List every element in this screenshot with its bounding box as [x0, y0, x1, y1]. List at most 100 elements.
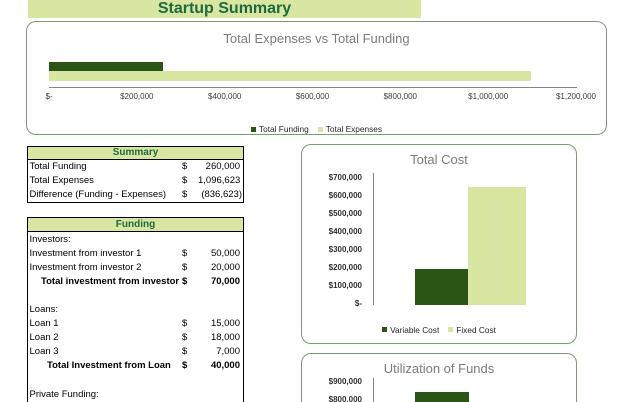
table-row[interactable]: Loan 1 $15,000: [28, 317, 243, 331]
bar-total-expenses: [49, 70, 531, 81]
x-axis-line: [49, 86, 577, 88]
bar-total-funding: [49, 62, 164, 71]
legend-swatch: [448, 327, 454, 333]
table-row-blank[interactable]: [28, 373, 243, 387]
table-header[interactable]: Funding: [28, 218, 243, 232]
row-value: 260,000: [205, 161, 240, 173]
y-axis-tick-label: $200,000: [328, 262, 362, 272]
row-currency: $: [182, 247, 188, 259]
row-currency: $: [182, 175, 188, 187]
row-label: Loan 1: [29, 318, 59, 330]
bar-fixed-cost: [468, 187, 526, 305]
row-currency: $: [182, 161, 188, 173]
y-axis-line: [373, 378, 374, 402]
row-value: 15,000: [210, 318, 240, 330]
table-row[interactable]: Investors:: [28, 232, 243, 246]
table-header[interactable]: Summary: [28, 147, 243, 160]
row-currency: $: [182, 189, 188, 201]
chart-legend: Variable Cost Fixed Cost: [302, 324, 576, 335]
legend-swatch: [317, 126, 323, 132]
legend-swatch: [250, 126, 256, 132]
row-label: Total Expenses: [29, 175, 94, 187]
page-title-text: Startup Summary: [157, 0, 292, 17]
chart-title: Total Expenses vs Total Funding: [223, 30, 410, 46]
table-header-text: Funding: [115, 219, 156, 230]
table-row-blank[interactable]: [28, 288, 243, 302]
table-row[interactable]: Investment from investor 2 $20,000: [28, 260, 243, 274]
row-value: 50,000: [210, 247, 240, 259]
x-axis-tick-label: $1,200,000: [555, 91, 597, 101]
row-currency: $: [182, 346, 188, 358]
chart-total-cost[interactable]: Total Cost Variable Cost Fixed Cost $700,…: [301, 144, 577, 344]
x-axis-tick-label: $800,000: [383, 91, 417, 101]
chart-total-expenses-vs-funding[interactable]: Total Expenses vs Total Funding $- $200,0…: [26, 21, 607, 135]
row-value: 1,096,623: [198, 175, 241, 187]
row-value: 70,000: [210, 275, 240, 287]
chart-legend: Total Funding Total Expenses: [27, 125, 606, 133]
row-currency: $: [182, 275, 188, 287]
chart-title: Total Cost: [410, 151, 468, 167]
x-axis-tick-label: $1,000,000: [468, 91, 509, 101]
table-row[interactable]: Investment from investor 1 $50,000: [28, 246, 243, 260]
table-row[interactable]: Total investment from investor $70,000: [28, 274, 243, 288]
row-value: 40,000: [210, 360, 240, 372]
x-axis-tick-label: $200,000: [120, 91, 154, 101]
row-label: Loan 3: [29, 346, 59, 358]
legend-label: Total Funding: [258, 124, 309, 134]
table-row[interactable]: Private Funding:: [28, 387, 243, 401]
legend-label: Total Expenses: [325, 124, 383, 134]
y-axis-tick-label: $500,000: [328, 208, 362, 218]
row-currency: $: [182, 318, 188, 330]
plot-area: $900,000 $800,000: [302, 354, 576, 402]
row-currency: $: [182, 261, 188, 273]
legend-swatch: [382, 327, 388, 333]
row-value: 7,000: [216, 346, 240, 358]
plot-area: [49, 62, 576, 108]
plot-area: $700,000 $600,000 $500,000 $400,000 $300,000…: [302, 145, 576, 343]
x-axis-tick-label: $600,000: [295, 91, 330, 101]
chart-utilization-of-funds[interactable]: Utilization of Funds $900,000 $800,000: [301, 353, 577, 402]
y-axis-tick-label: $100,000: [328, 280, 362, 290]
y-axis-tick-label: $800,000: [328, 395, 362, 402]
row-label: Loans:: [29, 304, 59, 316]
row-value: 20,000: [210, 261, 240, 273]
table-row[interactable]: Loan 3 $7,000: [28, 345, 243, 359]
bar-funds: [415, 391, 469, 402]
row-value: (836,623): [201, 189, 242, 201]
table-row[interactable]: Loan 2 $18,000: [28, 331, 243, 345]
row-label: Total investment from investor: [41, 275, 180, 287]
x-axis-tick-label: $400,000: [208, 91, 242, 101]
row-label: Total Investment from Loan: [47, 360, 171, 372]
table-header-text: Summary: [112, 147, 159, 159]
table-row[interactable]: Total Investment from Loan $40,000: [28, 359, 243, 373]
row-label: Investment from investor 2: [29, 261, 142, 273]
legend-item-total-expenses: Total Expenses: [317, 124, 383, 134]
y-axis-tick-label: $900,000: [328, 377, 362, 386]
chart-title: Utilization of Funds: [383, 360, 495, 376]
row-label: Difference (Funding - Expenses): [29, 189, 167, 201]
row-label: Investment from investor 1: [29, 247, 142, 259]
table-row[interactable]: Total Expenses $1,096,623: [28, 174, 243, 188]
funding-table: Funding Investors: Investment from investo…: [27, 217, 244, 402]
legend-label: Variable Cost: [390, 324, 440, 335]
bar-variable-cost: [415, 269, 468, 305]
row-currency: $: [182, 332, 188, 344]
y-axis-tick-label: $400,000: [328, 226, 362, 236]
table-row[interactable]: Loans:: [28, 302, 243, 316]
row-value: 18,000: [210, 332, 240, 344]
y-axis-tick-label: $700,000: [328, 172, 362, 182]
legend-label: Fixed Cost: [456, 324, 496, 335]
table-row[interactable]: Total Funding $260,000: [28, 160, 243, 174]
row-label: Private Funding:: [29, 388, 99, 400]
row-currency: $: [182, 360, 188, 372]
legend-item-fixed-cost: Fixed Cost: [448, 324, 496, 335]
summary-table: Summary Total Funding $260,000 Total Expens…: [27, 146, 244, 203]
y-axis-tick-label: $600,000: [328, 190, 362, 200]
row-label: Total Funding: [29, 161, 87, 173]
table-row[interactable]: Difference (Funding - Expenses) $ (836,623…: [28, 188, 243, 202]
x-axis-tick-label: $-: [45, 91, 53, 101]
y-axis-tick-label: $-: [354, 298, 362, 308]
y-axis-line: [373, 173, 374, 305]
page-title[interactable]: Startup Summary: [28, 0, 421, 18]
